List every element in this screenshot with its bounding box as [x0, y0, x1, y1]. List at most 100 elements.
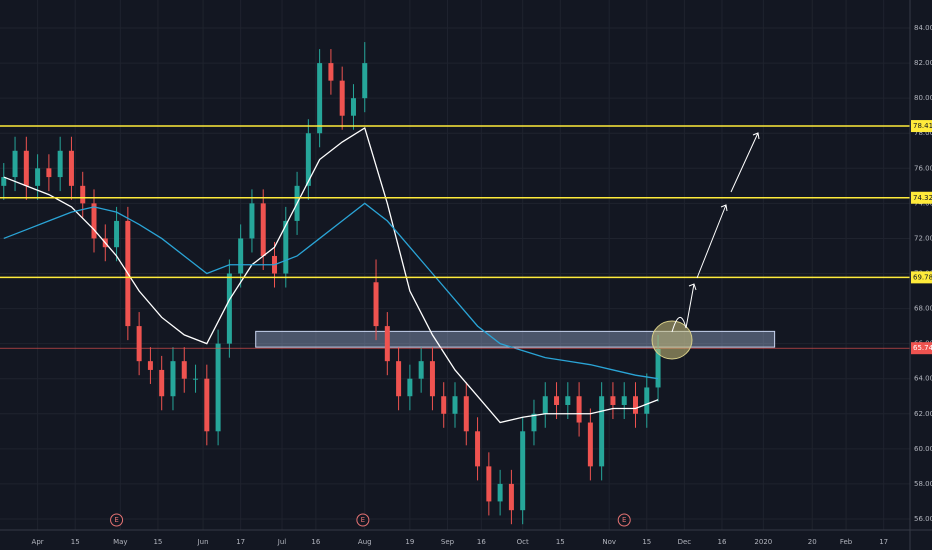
candle-body: [23, 150, 29, 186]
arrow-3: [730, 132, 760, 193]
candle-body: [362, 63, 368, 99]
candle-body: [305, 133, 311, 186]
arrow-1: [685, 283, 697, 329]
y-tick-label: 58.00: [914, 480, 932, 488]
x-tick-label: 17: [879, 538, 888, 546]
candle-body: [587, 422, 593, 467]
candle-body: [283, 220, 289, 274]
x-tick-label: 16: [718, 538, 727, 546]
candle-body: [35, 168, 41, 186]
event-marker: [110, 513, 124, 527]
candle-body: [226, 273, 232, 344]
x-tick-label: 15: [153, 538, 162, 546]
y-tick-label: 68.00: [914, 305, 932, 313]
candle-body: [181, 361, 187, 379]
level-label-box: [911, 271, 932, 284]
x-tick-label: Apr: [32, 538, 44, 546]
candle-body: [542, 396, 548, 414]
candle-body: [114, 220, 120, 248]
candle-body: [520, 431, 526, 511]
candle-body: [497, 483, 503, 502]
candle-body: [339, 80, 345, 116]
candle-body: [57, 150, 63, 178]
candle-body: [68, 150, 74, 186]
level-label-box: [911, 191, 932, 204]
x-tick-label: 17: [236, 538, 245, 546]
candle-body: [1, 177, 7, 186]
x-tick-label: Sep: [441, 538, 455, 546]
x-tick-label: 15: [71, 538, 80, 546]
candle-body: [452, 396, 458, 414]
event-marker: [356, 513, 370, 527]
x-tick-label: 16: [311, 538, 320, 546]
candle-body: [565, 396, 571, 405]
candle-body: [384, 326, 390, 362]
x-tick-label: 15: [556, 538, 565, 546]
candle-body: [193, 378, 199, 380]
candle-body: [136, 326, 142, 362]
candle-body: [215, 343, 221, 432]
level-label: 74.32: [913, 194, 932, 202]
candle-body: [204, 378, 210, 432]
candle-body: [576, 396, 582, 423]
x-tick-label: 16: [477, 538, 486, 546]
candle-body: [260, 203, 266, 256]
candle-body: [80, 185, 86, 204]
event-marker: [617, 513, 631, 527]
candle-body: [599, 396, 605, 467]
candle-body: [159, 369, 165, 397]
level-label: 65.74: [913, 344, 932, 352]
candle-body: [170, 361, 176, 397]
level-label: 78.41: [913, 122, 932, 130]
event-label: E: [361, 516, 365, 524]
candle-body: [621, 396, 627, 405]
y-tick-label: 82.00: [914, 59, 932, 67]
annotations: [651, 132, 760, 360]
candle-body: [531, 413, 537, 432]
candle-body: [396, 361, 402, 397]
x-tick-label: 15: [642, 538, 651, 546]
y-tick-label: 76.00: [914, 164, 932, 172]
x-tick-label: 19: [405, 538, 414, 546]
candle-body: [328, 63, 334, 81]
candle-body: [644, 387, 650, 414]
x-tick-label: 2020: [754, 538, 772, 546]
candle-body: [610, 396, 616, 405]
moving-average: [3, 202, 659, 380]
candle-body: [12, 150, 18, 178]
y-tick-label: 72.00: [914, 234, 932, 242]
y-tick-label: 78.00: [914, 129, 932, 137]
zone: [255, 330, 776, 348]
candle-body: [317, 63, 323, 134]
level-label: 69.78: [913, 273, 932, 281]
x-tick-label: Aug: [358, 538, 372, 546]
y-tick-label: 80.00: [914, 94, 932, 102]
candle-body: [147, 361, 153, 370]
x-tick-label: Feb: [840, 538, 853, 546]
y-tick-label: 64.00: [914, 375, 932, 383]
x-tick-label: Dec: [678, 538, 692, 546]
x-tick-label: 20: [808, 538, 817, 546]
candle-body: [463, 396, 469, 432]
candle-body: [632, 396, 638, 414]
candle-body: [91, 203, 97, 239]
x-tick-label: Jun: [197, 538, 209, 546]
level-label-box: [911, 120, 932, 133]
x-tick-label: Nov: [602, 538, 616, 546]
candle-body: [441, 396, 447, 414]
candle-body: [554, 396, 560, 405]
candle-body: [350, 98, 356, 116]
candle-body: [486, 466, 492, 502]
event-label: E: [114, 516, 118, 524]
moving-average: [3, 126, 659, 424]
grid: [0, 0, 910, 530]
arrow-2: [696, 204, 728, 279]
event-label: E: [622, 516, 626, 524]
y-tick-label: 62.00: [914, 410, 932, 418]
candle-body: [249, 203, 255, 239]
candle-body: [508, 483, 514, 511]
candle-body: [46, 168, 52, 178]
